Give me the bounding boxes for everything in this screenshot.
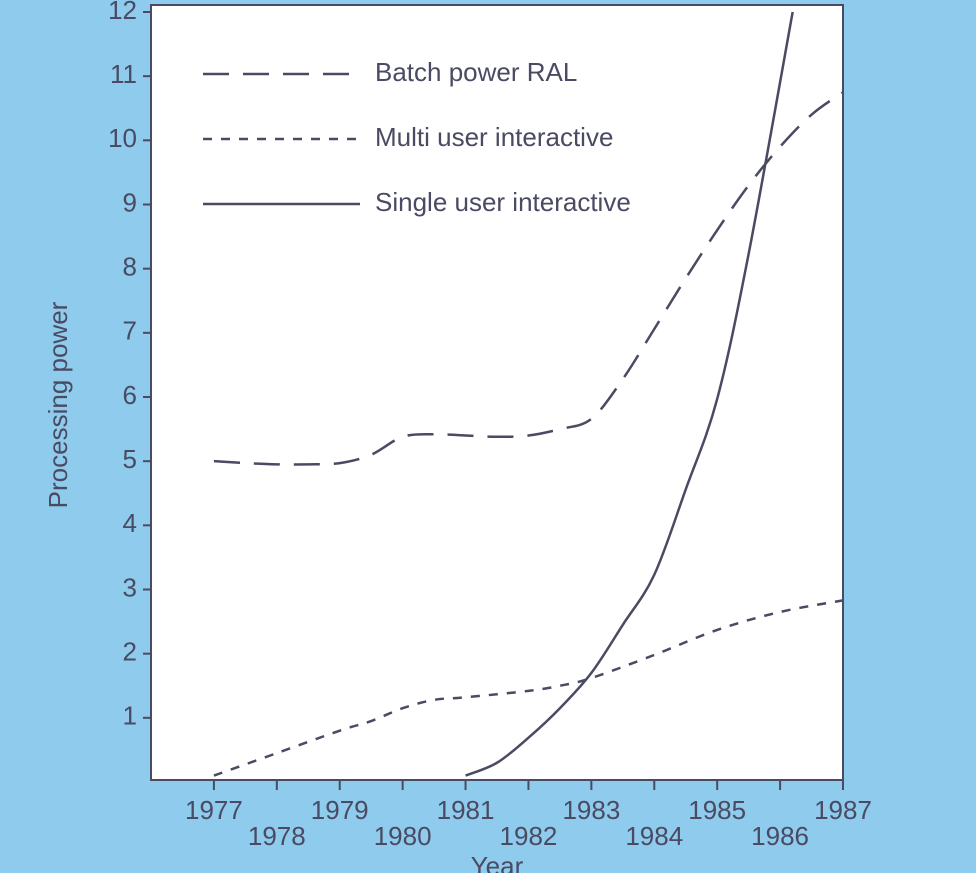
x-tick-label: 1980 xyxy=(374,821,432,851)
x-tick-label: 1983 xyxy=(562,795,620,825)
legend-label: Multi user interactive xyxy=(375,122,613,152)
y-tick-label: 12 xyxy=(108,0,137,25)
plot-area xyxy=(150,4,844,781)
y-tick-label: 2 xyxy=(123,637,137,667)
x-tick-label: 1986 xyxy=(751,821,809,851)
y-tick-label: 11 xyxy=(110,59,137,89)
y-tick-label: 7 xyxy=(123,316,137,346)
series-line xyxy=(213,91,844,466)
x-tick-label: 1985 xyxy=(688,795,746,825)
y-tick-label: 8 xyxy=(123,252,137,282)
series-line xyxy=(213,599,844,777)
y-axis-label: Processing power xyxy=(43,301,73,508)
y-tick-label: 9 xyxy=(123,187,137,217)
x-tick-label: 1978 xyxy=(248,821,306,851)
y-tick-label: 6 xyxy=(123,380,137,410)
x-axis-label: Year xyxy=(471,851,524,873)
legend-label: Single user interactive xyxy=(375,187,631,217)
legend-label: Batch power RAL xyxy=(375,57,577,87)
y-tick-label: 1 xyxy=(123,701,137,731)
x-tick-label: 1982 xyxy=(500,821,558,851)
x-tick-label: 1979 xyxy=(311,795,369,825)
y-tick-label: 10 xyxy=(108,123,137,153)
x-tick-label: 1981 xyxy=(437,795,495,825)
series-line xyxy=(465,11,794,777)
x-tick-label: 1977 xyxy=(185,795,243,825)
x-tick-label: 1987 xyxy=(814,795,872,825)
x-tick-label: 1984 xyxy=(625,821,683,851)
y-tick-label: 5 xyxy=(123,444,137,474)
y-tick-label: 4 xyxy=(123,508,137,538)
y-tick-label: 3 xyxy=(123,572,137,602)
